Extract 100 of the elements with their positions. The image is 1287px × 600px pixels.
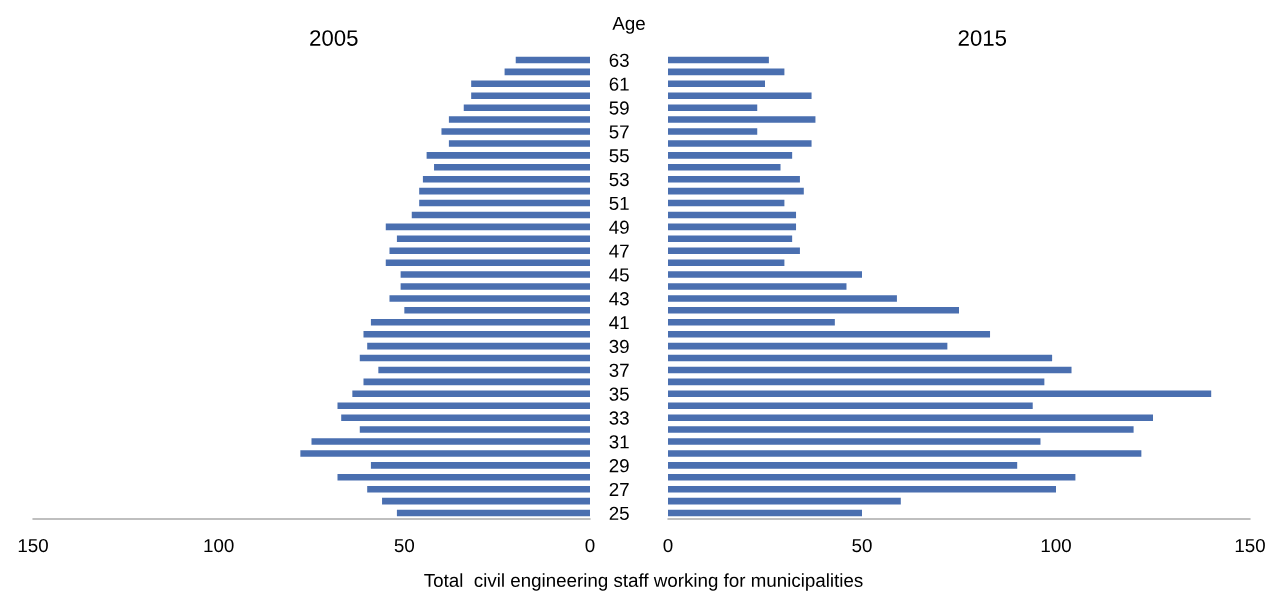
bar [419,199,590,207]
x-axis-title: Total civil engineering staff working for municipalities [424,573,863,591]
bar [359,354,590,362]
bar [668,485,1056,493]
y-tick-label: 55 [609,149,629,163]
bar [668,342,948,350]
bar [396,235,590,243]
bar [367,485,590,493]
bar [668,140,812,147]
bar [668,438,1041,445]
bar [396,509,590,517]
bar [426,152,590,159]
y-tick-label: 47 [609,244,629,258]
bar [341,414,590,421]
bar [668,223,797,231]
y-tick-label: 59 [609,101,629,115]
bar [359,426,590,433]
bar [668,426,1134,433]
chart-title: 2005 [310,30,358,46]
bar [515,56,590,64]
bar [400,271,590,278]
bar [668,163,781,171]
bar [668,92,812,100]
bar [668,235,793,243]
bar [352,390,590,398]
bar [400,283,590,290]
bar [422,175,590,183]
bar [668,402,1033,410]
bar [337,473,590,481]
bar [337,402,590,410]
bar [668,509,862,517]
bar [389,247,590,255]
y-tick-label: 37 [609,363,629,377]
bar [385,259,590,266]
bar [668,199,785,207]
y-tick-label: 45 [609,268,629,282]
bar [471,92,590,100]
bar [363,378,590,386]
bar [378,366,590,374]
bar [434,163,590,171]
bar [363,330,590,338]
bar [668,378,1045,386]
bar [311,438,590,445]
bar [668,283,847,290]
chart-title: 2015 [958,30,1007,46]
x-tick-label: 50 [852,538,872,553]
bar [668,473,1076,481]
bar [668,414,1153,421]
y-tick-label: 53 [609,172,629,187]
bar [668,104,758,111]
bar [448,116,590,123]
bar [404,307,590,314]
bar [668,450,1142,457]
bar [668,462,1018,469]
bar [367,342,590,350]
bar [668,271,862,278]
bar [668,390,1212,398]
bar [668,211,797,219]
x-tick-label: 100 [1041,538,1071,553]
y-axis-title: Age [612,16,645,34]
bar [668,318,835,326]
bar [471,80,590,88]
bar [463,104,590,111]
bar [668,116,816,123]
x-tick-label: 0 [585,538,595,553]
bar [668,56,769,64]
y-tick-label: 49 [609,220,629,234]
x-tick-label: 150 [1235,538,1265,553]
y-tick-label: 29 [609,459,629,473]
y-tick-label: 63 [609,53,629,67]
y-tick-label: 43 [609,292,629,306]
y-tick-label: 25 [609,506,629,521]
y-tick-label: 39 [609,339,629,354]
y-tick-label: 57 [609,125,629,139]
y-tick-label: 35 [609,387,629,401]
bar [668,187,804,195]
bar [448,140,590,147]
bar [668,128,758,135]
y-tick-label: 33 [609,411,629,425]
x-tick-label: 50 [394,538,415,553]
y-tick-label: 31 [609,435,629,449]
bar [668,247,800,255]
bar [382,497,590,505]
bar [668,295,897,302]
bar [668,152,793,159]
bar [370,462,590,469]
bar [411,211,590,219]
bar [668,497,901,505]
x-tick-label: 100 [204,538,234,553]
bar [668,354,1053,362]
bar [389,295,590,302]
x-tick-label: 0 [663,538,673,553]
x-tick-label: 150 [18,538,48,553]
bar [385,223,590,231]
y-tick-label: 61 [609,77,629,91]
bar [441,128,590,135]
bar [504,68,590,76]
y-tick-label: 41 [609,316,629,330]
y-tick-label: 51 [609,196,629,211]
bar [668,80,765,88]
